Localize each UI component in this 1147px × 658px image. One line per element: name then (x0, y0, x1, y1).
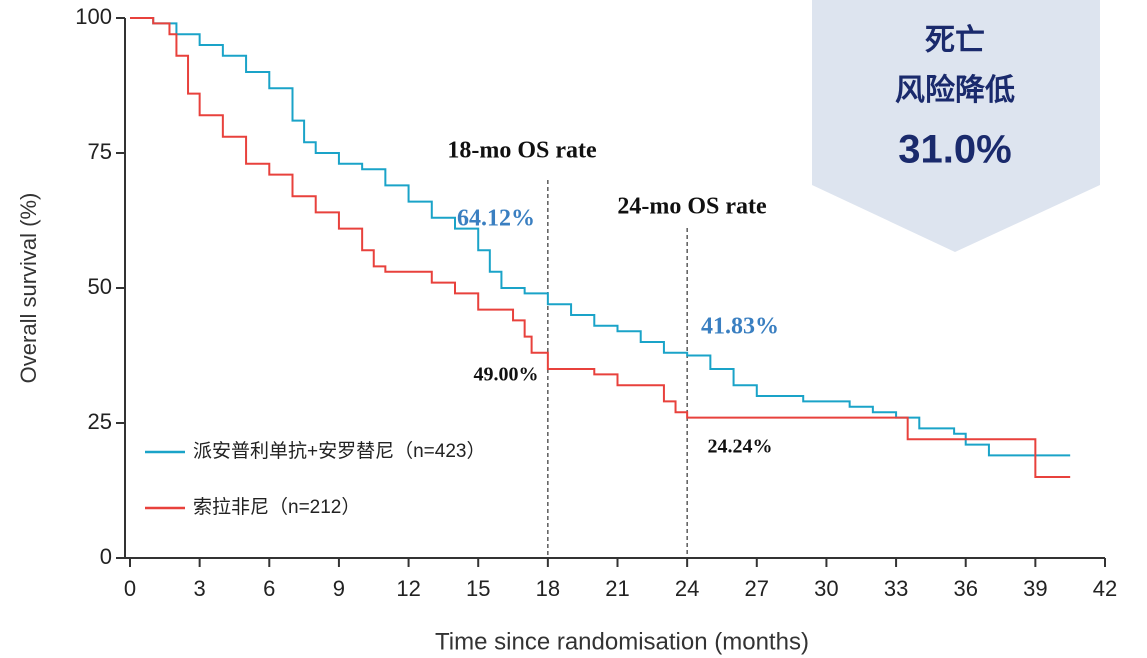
x-tick-label: 27 (745, 576, 769, 601)
y-tick-label: 75 (88, 139, 112, 164)
x-tick-label: 39 (1023, 576, 1047, 601)
callout-line: 风险降低 (895, 73, 1015, 107)
legend-label: 索拉非尼（n=212） (193, 496, 360, 518)
callout-box (812, 0, 1100, 252)
x-tick-label: 42 (1093, 576, 1117, 601)
x-tick-label: 24 (675, 576, 699, 601)
callout-value: 31.0% (898, 128, 1011, 172)
annotation: 64.12% (457, 206, 535, 232)
x-tick-label: 0 (124, 576, 136, 601)
x-tick-label: 6 (263, 576, 275, 601)
legend-label: 派安普利单抗+安罗替尼（n=423） (193, 440, 485, 462)
x-tick-label: 15 (466, 576, 490, 601)
survival-curve (130, 17, 1071, 457)
survival-curve (130, 17, 1071, 478)
x-tick-label: 18 (536, 576, 560, 601)
x-tick-label: 30 (814, 576, 838, 601)
x-tick-label: 12 (396, 576, 420, 601)
annotation: 49.00% (474, 364, 539, 386)
callout-line: 死亡 (925, 24, 985, 57)
y-tick-label: 50 (88, 274, 112, 299)
x-tick-label: 9 (333, 576, 345, 601)
y-axis-label: Overall survival (%) (16, 193, 41, 384)
y-tick-label: 100 (75, 4, 112, 29)
x-tick-label: 21 (605, 576, 629, 601)
annotation: 18-mo OS rate (447, 138, 597, 164)
x-tick-label: 33 (884, 576, 908, 601)
annotation: 24-mo OS rate (617, 194, 767, 220)
x-axis-label: Time since randomisation (months) (435, 628, 809, 655)
y-tick-label: 0 (100, 544, 112, 569)
annotation: 24.24% (708, 436, 773, 458)
x-tick-label: 3 (194, 576, 206, 601)
x-tick-label: 36 (953, 576, 977, 601)
y-tick-label: 25 (88, 409, 112, 434)
annotation: 41.83% (701, 314, 779, 340)
